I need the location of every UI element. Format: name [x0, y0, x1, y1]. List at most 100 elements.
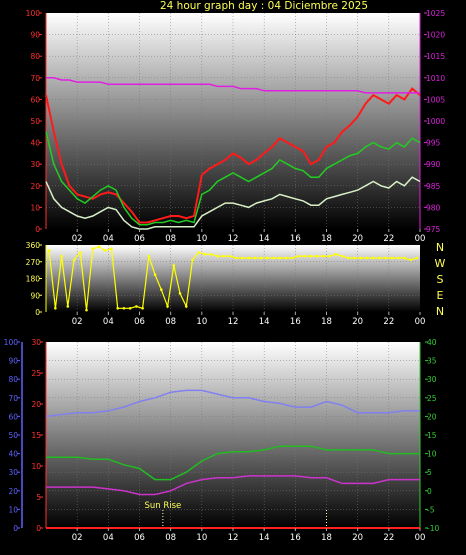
y-tick-label: 90	[30, 291, 40, 300]
y-tick-label: 5	[427, 468, 432, 477]
direction-point	[359, 256, 363, 260]
wind_max-series-line	[45, 87, 421, 224]
direction-point	[315, 254, 319, 258]
direction-point	[135, 305, 138, 308]
wind-direction-x-axis: 02 04 06 08 10 12 14 16 18 20 22 00	[72, 312, 426, 327]
y-tick-label: 0	[427, 487, 432, 496]
direction-point	[234, 256, 238, 260]
y-tick-label: 80	[30, 52, 40, 61]
x-tick-label: 00	[415, 317, 426, 327]
direction-point	[396, 256, 400, 260]
x-tick-label: 06	[134, 234, 145, 244]
y-tick-label: 30	[8, 468, 18, 477]
direction-point	[409, 258, 412, 262]
x-tick-label: 06	[134, 317, 145, 327]
y-tick-label: 20	[427, 412, 437, 421]
direction-point	[141, 306, 144, 310]
y-tick-label: 5	[36, 493, 41, 502]
y-tick-label: 1015	[426, 52, 445, 61]
y-tick-label: 270	[26, 258, 41, 267]
compass-label: W	[435, 257, 446, 270]
direction-point	[328, 254, 331, 258]
direction-point	[284, 256, 288, 260]
wind-pressure-grid	[46, 13, 420, 229]
y-tick-label: 40	[8, 450, 18, 459]
y-tick-label: 0	[36, 524, 41, 533]
dewpoint-series-line	[46, 475, 420, 496]
y-tick-label: 25	[427, 394, 437, 403]
x-tick-label: 16	[290, 234, 301, 244]
direction-point	[72, 258, 76, 262]
y-tick-label: 10	[30, 203, 40, 212]
direction-point	[47, 249, 51, 252]
y-tick-label: 50	[8, 431, 18, 440]
direction-point	[253, 256, 257, 260]
x-tick-label: 04	[103, 234, 114, 244]
x-tick-label: 10	[196, 234, 207, 244]
pressure-axis: 975 980 985 990 995 1000 1005 1010 1015 1020 1025	[424, 9, 445, 234]
y-tick-label: -10	[427, 524, 439, 533]
x-tick-label: 08	[165, 317, 176, 327]
x-tick-label: 10	[196, 317, 207, 327]
x-tick-label: 22	[383, 533, 394, 543]
y-tick-label: 40	[427, 338, 437, 347]
y-tick-label: 1000	[426, 117, 445, 126]
y-tick-label: 100	[4, 338, 19, 347]
y-tick-label: 35	[427, 357, 437, 366]
direction-point	[122, 306, 126, 310]
direction-point	[110, 247, 113, 251]
direction-point	[66, 305, 70, 308]
direction-point	[378, 256, 381, 260]
temperature-humidity-x-axis: 02 04 06 08 10 12 14 16 18 20 22 00	[72, 528, 425, 543]
y-tick-label: 1020	[426, 31, 445, 40]
y-tick-label: 980	[426, 203, 441, 212]
direction-point	[78, 251, 82, 254]
x-tick-label: 20	[352, 234, 363, 244]
direction-point	[147, 254, 151, 258]
wind-direction-axis: 0 90 180 270 360	[26, 241, 42, 317]
direction-point	[272, 256, 275, 260]
direction-point	[365, 256, 369, 260]
y-tick-label: 0	[35, 308, 40, 317]
y-tick-label: 30	[427, 375, 437, 384]
humidity-axis: 0 10 20 30 40 50 60 70 80 90 100	[4, 338, 20, 533]
y-tick-label: 60	[30, 95, 40, 104]
direction-point	[203, 253, 207, 256]
direction-point	[347, 256, 350, 260]
direction-point	[259, 256, 263, 260]
humidity-series-line	[45, 389, 420, 418]
x-tick-label: 22	[383, 317, 394, 327]
wind-speed-axis: 0 10 20 30 40 50 60 70 80 90 100	[26, 9, 42, 234]
y-tick-label: 15	[31, 431, 41, 440]
x-tick-label: 16	[290, 317, 301, 327]
temperature-axis: -10 -5 0 5 10 15 20 25 30 35 40	[425, 338, 439, 533]
wind-pressure-x-axis: 02 04 06 08 10 12 14 16 18 20 22 00	[72, 229, 425, 244]
y-tick-label: 90	[8, 357, 18, 366]
y-tick-label: 90	[30, 31, 40, 40]
sun-marker-label: Sun Rise	[144, 501, 181, 511]
direction-point	[178, 292, 182, 295]
compass-label: S	[437, 273, 444, 286]
compass-label: E	[437, 289, 444, 302]
wind_min-series-line	[45, 176, 421, 230]
y-tick-label: 360	[26, 241, 41, 250]
direction-point	[322, 254, 325, 258]
direction-point	[197, 251, 201, 254]
x-tick-label: 02	[72, 234, 83, 244]
y-tick-label: 20	[8, 487, 18, 496]
y-tick-label: 1010	[426, 74, 445, 83]
direction-point	[371, 256, 375, 260]
direction-point	[403, 256, 406, 260]
direction-point	[340, 254, 344, 258]
direction-point	[103, 249, 107, 252]
direction-point	[191, 258, 194, 262]
direction-point	[85, 308, 88, 312]
x-tick-label: 06	[134, 533, 145, 543]
sun-markers: Sun Rise	[144, 501, 327, 527]
x-tick-label: 08	[165, 234, 176, 244]
direction-point	[247, 256, 250, 260]
x-tick-label: 04	[103, 317, 114, 327]
wind-pressure-series	[45, 77, 421, 230]
direction-point	[297, 254, 300, 258]
